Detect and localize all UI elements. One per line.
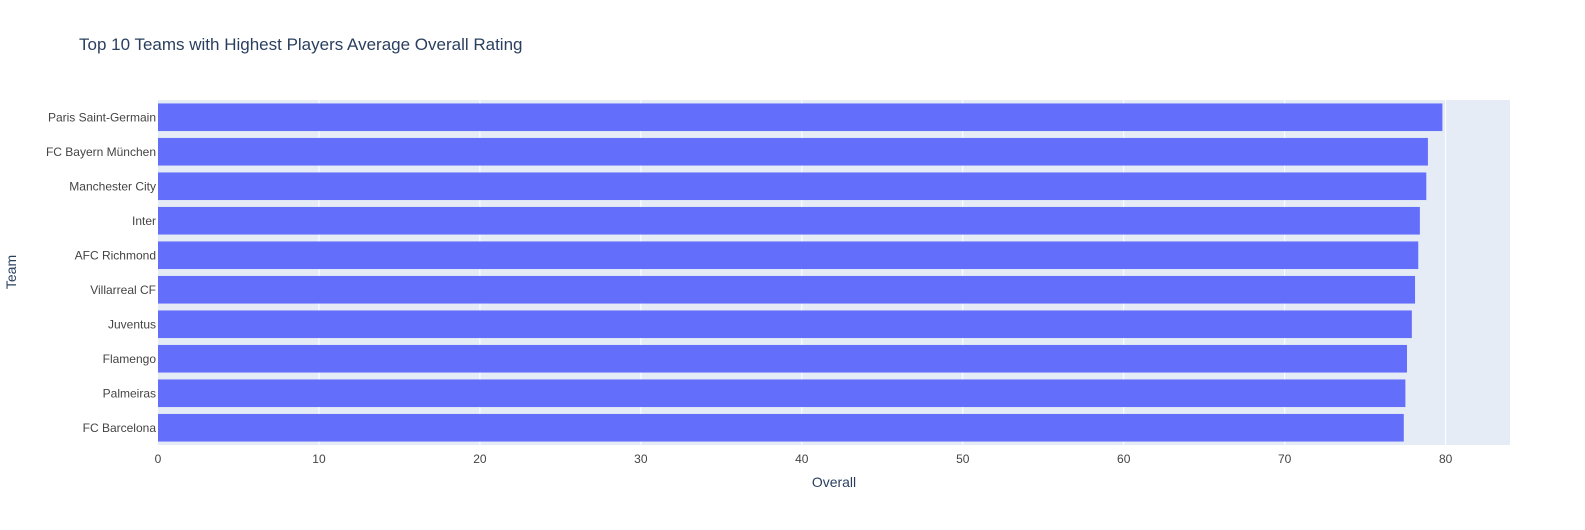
bar (158, 137, 1428, 166)
y-tick-label: Manchester City (69, 179, 156, 193)
bar (158, 413, 1404, 442)
y-tick-label: FC Barcelona (83, 421, 157, 435)
bar (158, 379, 1406, 408)
y-axis-title: Team (3, 255, 19, 289)
chart-title: Top 10 Teams with Highest Players Averag… (79, 35, 523, 54)
bar (158, 344, 1407, 373)
y-tick-label: AFC Richmond (75, 248, 156, 262)
x-tick-label: 30 (634, 452, 648, 466)
y-tick-label: Juventus (108, 317, 156, 331)
x-tick-label: 10 (312, 452, 326, 466)
bar (158, 310, 1412, 339)
y-axis-tick-labels: Paris Saint-Germain FC Bayern München Manc… (46, 110, 156, 435)
x-tick-label: 40 (795, 452, 809, 466)
x-tick-label: 50 (956, 452, 970, 466)
y-tick-label: Villarreal CF (90, 283, 156, 297)
bar (158, 172, 1427, 201)
bars (158, 103, 1443, 442)
bar (158, 275, 1416, 304)
x-axis-tick-labels: 0 10 20 30 40 50 60 70 80 (155, 452, 1453, 466)
x-axis-title: Overall (812, 474, 856, 490)
x-tick-label: 0 (155, 452, 162, 466)
y-tick-label: Palmeiras (103, 386, 156, 400)
bar (158, 206, 1420, 235)
bar (158, 241, 1419, 270)
y-tick-label: Paris Saint-Germain (48, 110, 156, 124)
x-tick-label: 80 (1439, 452, 1453, 466)
x-tick-label: 20 (473, 452, 487, 466)
bar (158, 103, 1443, 132)
x-tick-label: 60 (1117, 452, 1131, 466)
y-tick-label: Flamengo (103, 352, 157, 366)
y-tick-label: FC Bayern München (46, 145, 156, 159)
x-tick-label: 70 (1278, 452, 1292, 466)
y-tick-label: Inter (132, 214, 156, 228)
